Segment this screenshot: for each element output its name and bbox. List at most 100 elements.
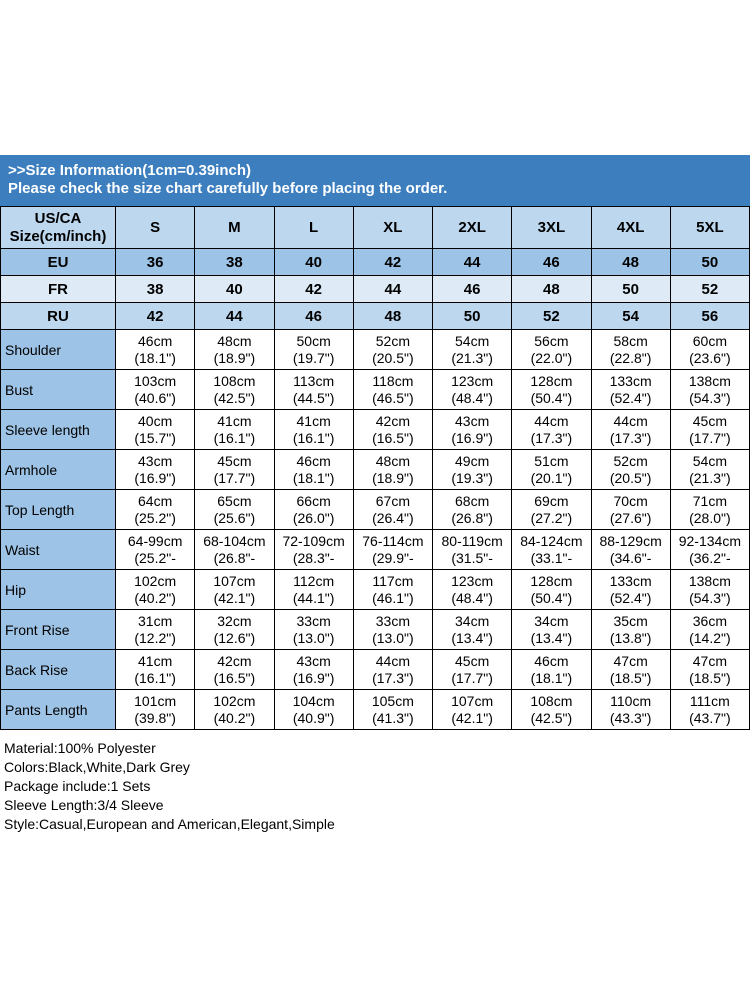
measure-value-cell: 58cm (22.8")	[590, 329, 671, 370]
region-row: EU 36 38 40 42 44 46 48 50	[0, 248, 750, 276]
measure-value-cell: 33cm (13.0")	[273, 609, 354, 650]
region-label-cell: EU	[0, 248, 116, 276]
measure-value-cell: 50cm (19.7")	[273, 329, 354, 370]
product-detail-line: Style:Casual,European and American,Elega…	[4, 816, 335, 832]
region-value-cell: 46	[273, 302, 354, 330]
region-value-cell: 50	[669, 248, 750, 276]
measure-label-cell: Back Rise	[0, 649, 116, 690]
measure-value-cell: 84-124cm (33.1"-	[511, 529, 592, 570]
measure-value-cell: 88-129cm (34.6"-	[590, 529, 671, 570]
measure-value-cell: 32cm (12.6")	[194, 609, 275, 650]
region-value-cell: 44	[352, 275, 434, 303]
measure-value-cell: 117cm (46.1")	[352, 569, 434, 610]
size-header-cell: M	[194, 206, 275, 249]
measure-value-cell: 113cm (44.5")	[273, 369, 354, 410]
measure-value-cell: 108cm (42.5")	[194, 369, 275, 410]
measure-value-cell: 128cm (50.4")	[511, 569, 592, 610]
region-value-cell: 42	[352, 248, 434, 276]
region-value-cell: 46	[431, 275, 513, 303]
measure-value-cell: 138cm (54.3")	[669, 569, 750, 610]
header-label-cell: US/CA Size(cm/inch)	[0, 206, 116, 249]
measure-value-cell: 56cm (22.0")	[511, 329, 592, 370]
measure-value-cell: 107cm (42.1")	[194, 569, 275, 610]
measure-value-cell: 54cm (21.3")	[669, 449, 750, 490]
measure-value-cell: 46cm (18.1")	[273, 449, 354, 490]
region-value-cell: 44	[431, 248, 513, 276]
measure-value-cell: 35cm (13.8")	[590, 609, 671, 650]
region-value-cell: 48	[352, 302, 434, 330]
banner-title: >>Size Information(1cm=0.39inch)	[8, 162, 251, 179]
measure-label-cell: Top Length	[0, 489, 116, 530]
measure-value-cell: 46cm (18.1")	[511, 649, 592, 690]
region-value-cell: 38	[114, 275, 196, 303]
product-detail-line: Colors:Black,White,Dark Grey	[4, 759, 190, 775]
size-table: US/CA Size(cm/inch) S M L XL 2XL 3XL 4XL 5XL EU 36…	[0, 206, 750, 730]
measure-value-cell: 102cm (40.2")	[194, 689, 275, 730]
measure-value-cell: 107cm (42.1")	[431, 689, 513, 730]
region-value-cell: 50	[431, 302, 513, 330]
measure-value-cell: 43cm (16.9")	[431, 409, 513, 450]
measure-row: Shoulder 46cm (18.1") 48cm (18.9") 50cm (19…	[0, 329, 750, 370]
region-value-cell: 36	[114, 248, 196, 276]
measure-label-cell: Sleeve length	[0, 409, 116, 450]
measure-row: Waist 64-99cm (25.2"- 68-104cm (26.8"- 72-1…	[0, 529, 750, 570]
measure-value-cell: 72-109cm (28.3"-	[273, 529, 354, 570]
measure-value-cell: 108cm (42.5")	[511, 689, 592, 730]
region-value-cell: 56	[669, 302, 750, 330]
measure-value-cell: 110cm (43.3")	[590, 689, 671, 730]
measure-value-cell: 31cm (12.2")	[114, 609, 196, 650]
measure-value-cell: 68cm (26.8")	[431, 489, 513, 530]
measure-value-cell: 51cm (20.1")	[511, 449, 592, 490]
measure-value-cell: 44cm (17.3")	[352, 649, 434, 690]
measure-value-cell: 43cm (16.9")	[273, 649, 354, 690]
measure-value-cell: 112cm (44.1")	[273, 569, 354, 610]
measure-value-cell: 111cm (43.7")	[669, 689, 750, 730]
measure-label-cell: Hip	[0, 569, 116, 610]
measure-value-cell: 47cm (18.5")	[590, 649, 671, 690]
header-row: US/CA Size(cm/inch) S M L XL 2XL 3XL 4XL 5XL	[0, 206, 750, 249]
region-row: RU 42 44 46 48 50 52 54 56	[0, 302, 750, 330]
measure-value-cell: 45cm (17.7")	[194, 449, 275, 490]
measure-value-cell: 105cm (41.3")	[352, 689, 434, 730]
measure-value-cell: 103cm (40.6")	[114, 369, 196, 410]
measure-value-cell: 40cm (15.7")	[114, 409, 196, 450]
measure-value-cell: 54cm (21.3")	[431, 329, 513, 370]
measure-value-cell: 41cm (16.1")	[194, 409, 275, 450]
measure-value-cell: 52cm (20.5")	[590, 449, 671, 490]
size-table-body: US/CA Size(cm/inch) S M L XL 2XL 3XL 4XL 5XL EU 36…	[0, 206, 750, 730]
product-detail-line: Sleeve Length:3/4 Sleeve	[4, 797, 164, 813]
region-value-cell: 48	[590, 248, 671, 276]
measure-value-cell: 65cm (25.6")	[194, 489, 275, 530]
measure-value-cell: 92-134cm (36.2"-	[669, 529, 750, 570]
measure-value-cell: 44cm (17.3")	[590, 409, 671, 450]
measure-value-cell: 123cm (48.4")	[431, 569, 513, 610]
measure-value-cell: 34cm (13.4")	[431, 609, 513, 650]
region-value-cell: 42	[114, 302, 196, 330]
measure-value-cell: 44cm (17.3")	[511, 409, 592, 450]
measure-label-cell: Pants Length	[0, 689, 116, 730]
measure-value-cell: 64-99cm (25.2"-	[114, 529, 196, 570]
measure-value-cell: 48cm (18.9")	[352, 449, 434, 490]
region-value-cell: 42	[273, 275, 354, 303]
measure-value-cell: 138cm (54.3")	[669, 369, 750, 410]
size-info-banner: >>Size Information(1cm=0.39inch) Please …	[0, 155, 750, 206]
size-header-cell: 3XL	[511, 206, 592, 249]
measure-value-cell: 123cm (48.4")	[431, 369, 513, 410]
region-row: FR 38 40 42 44 46 48 50 52	[0, 275, 750, 303]
measure-value-cell: 33cm (13.0")	[352, 609, 434, 650]
measure-value-cell: 45cm (17.7")	[431, 649, 513, 690]
measure-value-cell: 34cm (13.4")	[511, 609, 592, 650]
region-value-cell: 48	[511, 275, 592, 303]
region-label-cell: FR	[0, 275, 116, 303]
measure-value-cell: 68-104cm (26.8"-	[194, 529, 275, 570]
measure-row: Bust 103cm (40.6") 108cm (42.5") 113cm (44.…	[0, 369, 750, 410]
measure-value-cell: 118cm (46.5")	[352, 369, 434, 410]
size-header-cell: S	[114, 206, 196, 249]
measure-value-cell: 47cm (18.5")	[669, 649, 750, 690]
region-value-cell: 54	[590, 302, 671, 330]
product-details: Material:100% Polyester Colors:Black,Whit…	[0, 730, 750, 834]
measure-value-cell: 128cm (50.4")	[511, 369, 592, 410]
measure-value-cell: 69cm (27.2")	[511, 489, 592, 530]
region-value-cell: 40	[273, 248, 354, 276]
size-header-cell: L	[273, 206, 354, 249]
